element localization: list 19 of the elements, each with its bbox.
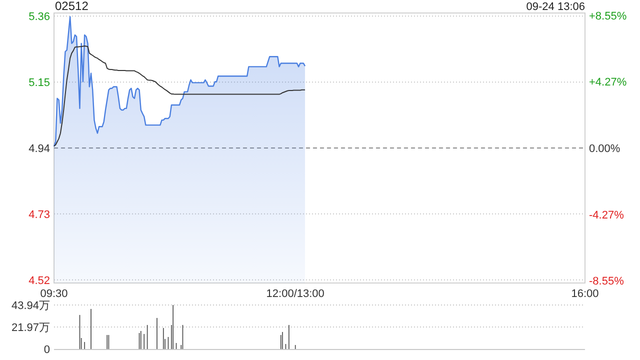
y2-tick-label: -8.55% <box>589 276 624 288</box>
y-tick-label: 4.94 <box>28 143 50 155</box>
y-tick-label: 4.52 <box>28 274 50 287</box>
y-tick-label: 0 <box>44 344 50 356</box>
y-tick-label: 5.36 <box>28 11 50 24</box>
y-tick-label: 4.73 <box>28 208 50 221</box>
y-tick-label: 43.94万 <box>11 300 50 312</box>
y2-tick-label: +4.27% <box>589 76 627 89</box>
chart-title: 02512 <box>55 0 89 13</box>
y2-tick-label: +8.55% <box>589 10 627 22</box>
y-tick-label: 21.97万 <box>11 322 50 334</box>
line-series <box>54 45 306 147</box>
x-tick-label: 09:30 <box>40 288 68 300</box>
text: 09-24 13:06 <box>526 1 585 13</box>
x-tick-label: 16:00 <box>571 288 599 300</box>
y-tick-label: 5.15 <box>28 77 50 90</box>
x-tick-label: 12:00/13:00 <box>266 288 324 300</box>
y2-tick-label: 0.00% <box>589 143 620 155</box>
y2-tick-label: -4.27% <box>589 209 624 222</box>
